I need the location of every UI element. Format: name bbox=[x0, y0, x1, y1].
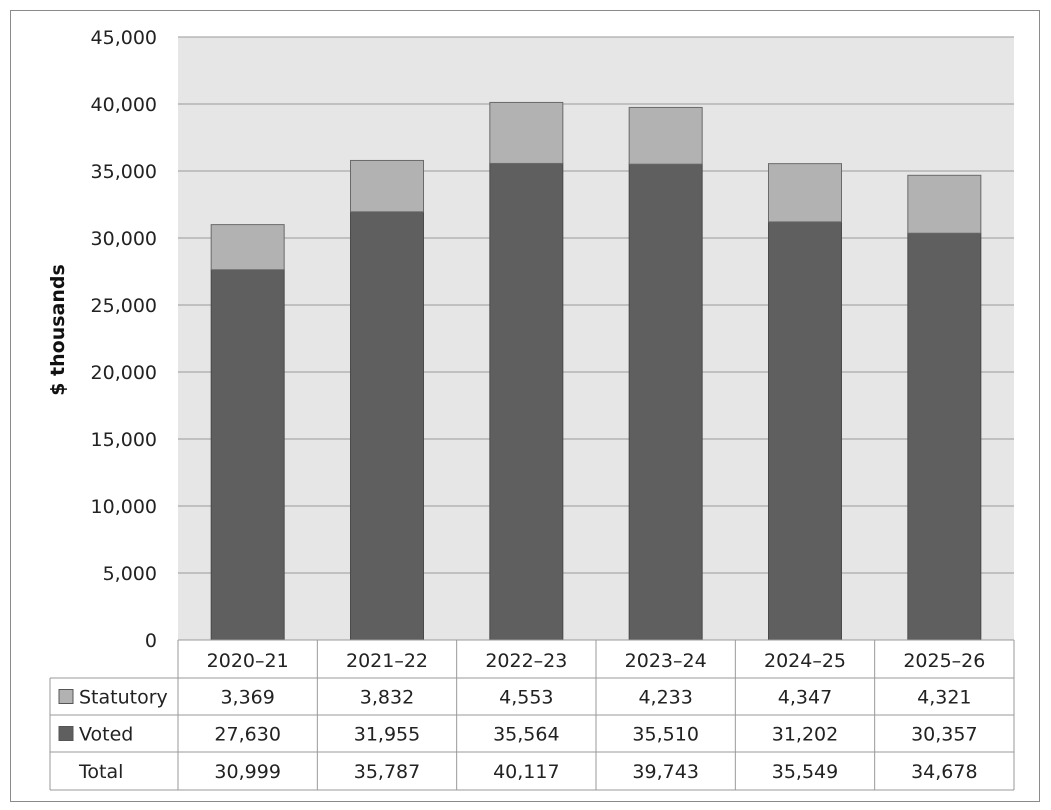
bar-statutory bbox=[768, 163, 842, 223]
data-label: 35,510 bbox=[632, 724, 698, 746]
bars bbox=[210, 101, 982, 641]
y-axis-ticks: 0 5,000 10,000 15,000 20,000 25,000 30,000 35,0… bbox=[91, 27, 157, 652]
bar-voted bbox=[210, 269, 285, 641]
legend-swatch-voted bbox=[58, 726, 74, 741]
x-tick-label: 2020–21 bbox=[207, 650, 289, 672]
bar-statutory bbox=[628, 106, 703, 165]
x-tick-label: 2022–23 bbox=[485, 650, 567, 672]
data-label: 4,321 bbox=[917, 687, 971, 709]
data-label: 27,630 bbox=[214, 724, 280, 746]
y-tick-label: 30,000 bbox=[91, 228, 157, 250]
data-label: 30,357 bbox=[911, 724, 977, 746]
bar-statutory bbox=[350, 159, 424, 213]
y-tick-label: 15,000 bbox=[91, 429, 157, 451]
bar-statutory bbox=[210, 224, 285, 271]
bar-voted bbox=[489, 162, 564, 641]
data-label: 3,832 bbox=[360, 687, 414, 709]
legend-swatch-statutory bbox=[58, 689, 74, 704]
data-label: 3,369 bbox=[220, 687, 274, 709]
y-tick-label: 35,000 bbox=[91, 161, 157, 183]
data-label: 31,202 bbox=[772, 724, 838, 746]
y-tick-label: 0 bbox=[145, 630, 157, 652]
data-label: 40,117 bbox=[493, 761, 559, 783]
y-tick-label: 5,000 bbox=[103, 563, 157, 585]
legend-label-statutory: Statutory bbox=[79, 687, 168, 709]
y-tick-label: 10,000 bbox=[91, 496, 157, 518]
data-label: 4,347 bbox=[778, 687, 832, 709]
data-label: 4,233 bbox=[638, 687, 692, 709]
y-tick-label: 45,000 bbox=[91, 27, 157, 49]
x-tick-label: 2024–25 bbox=[764, 650, 846, 672]
data-table: 2020–21 2021–22 2022–23 2023–24 2024–25 2025–… bbox=[49, 639, 1015, 791]
data-label: 31,955 bbox=[354, 724, 420, 746]
x-tick-label: 2025–26 bbox=[903, 650, 985, 672]
bar-statutory bbox=[907, 174, 982, 234]
legend-label-voted: Voted bbox=[79, 724, 133, 746]
y-axis-label: $ thousands bbox=[47, 264, 69, 396]
data-label: 30,999 bbox=[214, 761, 280, 783]
bar-voted bbox=[350, 211, 424, 641]
chart-frame bbox=[10, 10, 1040, 802]
data-label: 35,787 bbox=[354, 761, 420, 783]
data-label: 34,678 bbox=[911, 761, 977, 783]
bar-voted bbox=[628, 163, 703, 641]
bar-voted bbox=[907, 232, 982, 641]
plot-area bbox=[178, 37, 1014, 640]
data-label: 4,553 bbox=[499, 687, 553, 709]
bar-voted bbox=[768, 221, 842, 641]
data-label: 35,564 bbox=[493, 724, 559, 746]
data-label: 39,743 bbox=[632, 761, 698, 783]
y-tick-label: 25,000 bbox=[91, 295, 157, 317]
y-tick-label: 20,000 bbox=[91, 362, 157, 384]
bar-statutory bbox=[489, 101, 564, 164]
row-label-total: Total bbox=[78, 761, 123, 783]
x-tick-label: 2023–24 bbox=[625, 650, 707, 672]
data-label: 35,549 bbox=[772, 761, 838, 783]
y-tick-label: 40,000 bbox=[91, 94, 157, 116]
x-tick-label: 2021–22 bbox=[346, 650, 428, 672]
